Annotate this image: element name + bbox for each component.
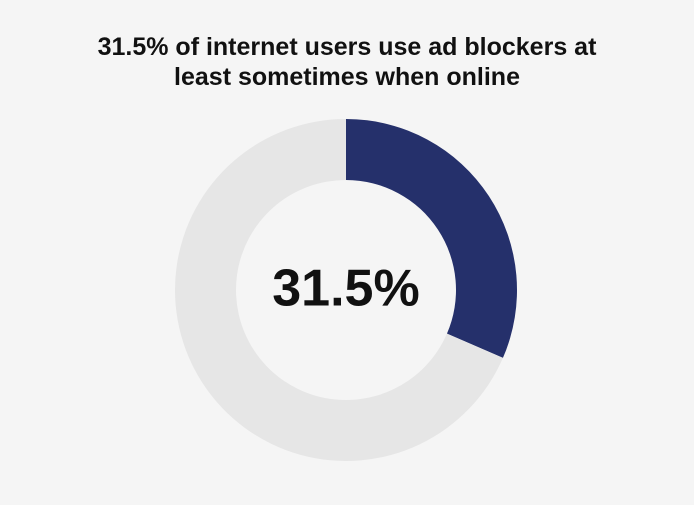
chart-title: 31.5% of internet users use ad blockers … [97, 33, 597, 91]
donut-segment [346, 119, 517, 358]
center-label: 31.5% [272, 260, 419, 318]
donut-segment [174, 119, 503, 461]
